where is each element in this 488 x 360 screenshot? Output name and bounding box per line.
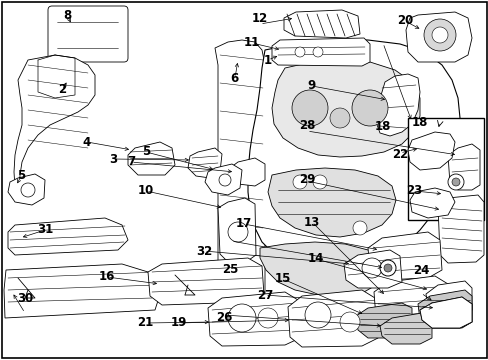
Polygon shape bbox=[373, 276, 449, 328]
Text: 13: 13 bbox=[303, 216, 320, 229]
Polygon shape bbox=[271, 60, 419, 157]
Polygon shape bbox=[247, 40, 459, 269]
Text: 15: 15 bbox=[274, 273, 290, 285]
Text: 18: 18 bbox=[411, 116, 427, 129]
Polygon shape bbox=[4, 264, 162, 318]
Text: 23: 23 bbox=[406, 184, 422, 197]
Circle shape bbox=[21, 183, 35, 197]
Polygon shape bbox=[128, 142, 175, 175]
Polygon shape bbox=[287, 290, 377, 347]
Text: 9: 9 bbox=[307, 79, 315, 92]
Bar bbox=[407, 118, 483, 220]
Text: 1: 1 bbox=[264, 54, 271, 67]
Circle shape bbox=[227, 304, 256, 332]
Text: 12: 12 bbox=[251, 12, 268, 25]
FancyBboxPatch shape bbox=[48, 6, 128, 62]
Circle shape bbox=[451, 178, 459, 186]
Polygon shape bbox=[267, 168, 395, 237]
Text: 28: 28 bbox=[298, 119, 315, 132]
Text: 6: 6 bbox=[230, 72, 238, 85]
Circle shape bbox=[447, 174, 463, 190]
Polygon shape bbox=[419, 297, 471, 328]
Text: 24: 24 bbox=[412, 264, 429, 277]
Circle shape bbox=[258, 308, 278, 328]
Circle shape bbox=[383, 264, 391, 272]
Text: 19: 19 bbox=[170, 316, 186, 329]
Text: 32: 32 bbox=[196, 245, 212, 258]
Circle shape bbox=[227, 222, 247, 242]
Circle shape bbox=[339, 312, 359, 332]
Polygon shape bbox=[260, 242, 383, 296]
Polygon shape bbox=[343, 250, 401, 288]
Circle shape bbox=[431, 27, 447, 43]
Polygon shape bbox=[409, 188, 454, 218]
Polygon shape bbox=[207, 292, 299, 346]
Text: 7: 7 bbox=[127, 155, 135, 168]
Text: 5: 5 bbox=[142, 145, 149, 158]
Circle shape bbox=[294, 47, 305, 57]
Polygon shape bbox=[284, 10, 359, 38]
Polygon shape bbox=[8, 174, 45, 205]
Circle shape bbox=[219, 174, 230, 186]
Text: 26: 26 bbox=[215, 311, 232, 324]
Polygon shape bbox=[229, 158, 264, 186]
Text: 5: 5 bbox=[18, 169, 25, 182]
Circle shape bbox=[352, 221, 366, 235]
Polygon shape bbox=[405, 12, 471, 62]
Polygon shape bbox=[379, 313, 431, 344]
Text: 21: 21 bbox=[137, 316, 154, 329]
Polygon shape bbox=[187, 148, 222, 178]
Text: 17: 17 bbox=[235, 217, 251, 230]
Text: 27: 27 bbox=[256, 289, 273, 302]
Polygon shape bbox=[375, 74, 419, 136]
Text: 25: 25 bbox=[222, 263, 239, 276]
Polygon shape bbox=[218, 198, 256, 262]
Text: 30: 30 bbox=[17, 292, 34, 305]
Circle shape bbox=[423, 19, 455, 51]
Text: 18: 18 bbox=[373, 120, 390, 133]
Polygon shape bbox=[425, 281, 471, 316]
Polygon shape bbox=[407, 132, 454, 170]
Polygon shape bbox=[148, 258, 264, 305]
Polygon shape bbox=[417, 290, 471, 328]
Polygon shape bbox=[215, 40, 264, 306]
Text: 22: 22 bbox=[391, 148, 407, 161]
Text: 29: 29 bbox=[298, 173, 315, 186]
Text: 2: 2 bbox=[59, 83, 66, 96]
Polygon shape bbox=[437, 195, 483, 263]
Circle shape bbox=[291, 90, 327, 126]
Circle shape bbox=[292, 175, 306, 189]
Text: 11: 11 bbox=[243, 36, 260, 49]
Polygon shape bbox=[204, 164, 242, 195]
Polygon shape bbox=[367, 232, 441, 280]
Polygon shape bbox=[8, 218, 128, 255]
Circle shape bbox=[329, 108, 349, 128]
Text: 10: 10 bbox=[137, 184, 154, 197]
Circle shape bbox=[361, 258, 381, 278]
Polygon shape bbox=[14, 55, 95, 195]
Polygon shape bbox=[271, 38, 369, 66]
Text: 20: 20 bbox=[396, 14, 412, 27]
Text: 4: 4 bbox=[83, 136, 91, 149]
Circle shape bbox=[379, 260, 395, 276]
Text: 8: 8 bbox=[63, 9, 71, 22]
Text: 3: 3 bbox=[109, 153, 117, 166]
Circle shape bbox=[351, 90, 387, 126]
Text: 16: 16 bbox=[98, 270, 115, 283]
Circle shape bbox=[312, 47, 323, 57]
Circle shape bbox=[312, 175, 326, 189]
Text: 31: 31 bbox=[37, 223, 53, 236]
Circle shape bbox=[305, 302, 330, 328]
Polygon shape bbox=[447, 144, 479, 190]
Text: 14: 14 bbox=[306, 252, 323, 265]
Polygon shape bbox=[355, 303, 411, 338]
